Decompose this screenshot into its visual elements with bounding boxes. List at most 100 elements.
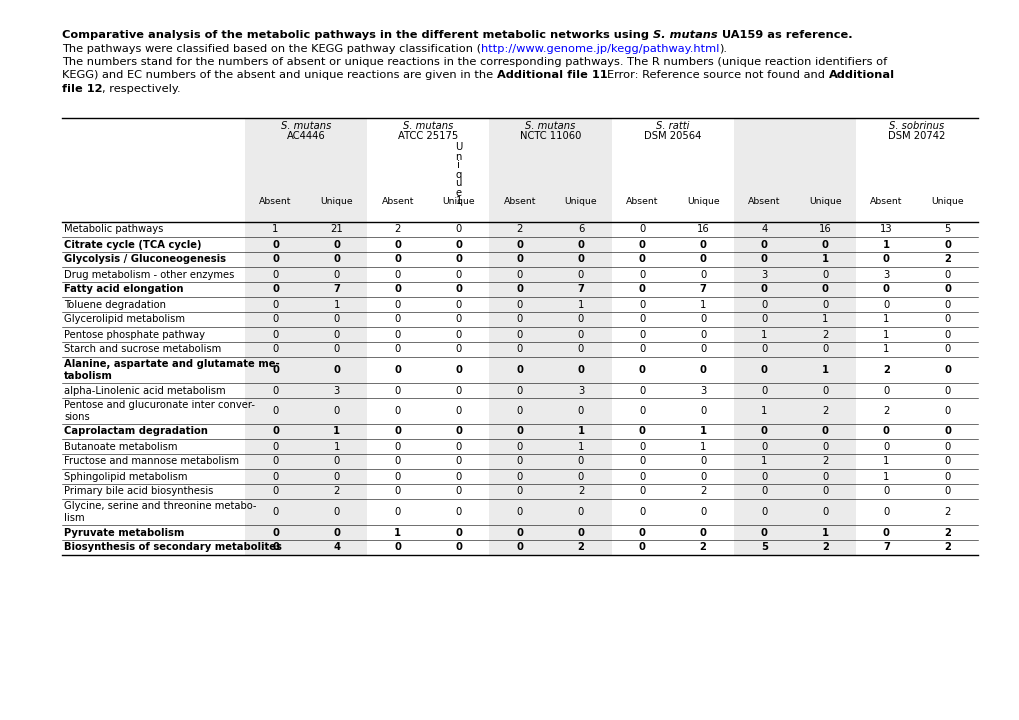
Text: 0: 0 (454, 365, 462, 375)
Text: 0: 0 (454, 284, 462, 294)
Text: 0: 0 (517, 487, 523, 497)
Text: 0: 0 (699, 365, 706, 375)
Text: 2: 2 (944, 507, 950, 517)
Text: 0: 0 (638, 300, 645, 310)
Text: 0: 0 (944, 365, 950, 375)
Text: 0: 0 (821, 240, 827, 250)
Text: S. sobrinus: S. sobrinus (889, 121, 944, 131)
Text: Toluene degradation: Toluene degradation (64, 300, 166, 310)
Text: Fructose and mannose metabolism: Fructose and mannose metabolism (64, 456, 238, 467)
Text: 16: 16 (696, 225, 709, 235)
Text: Butanoate metabolism: Butanoate metabolism (64, 441, 177, 451)
Text: Error: Reference source not found and: Error: Reference source not found and (606, 71, 828, 81)
Text: 0: 0 (699, 528, 706, 538)
Text: 0: 0 (272, 472, 278, 482)
Text: 0: 0 (882, 385, 889, 395)
Text: Unique: Unique (442, 197, 475, 205)
Text: 0: 0 (944, 385, 950, 395)
Text: DSM 20564: DSM 20564 (643, 131, 701, 141)
Bar (489, 118, 550, 555)
Text: tabolism: tabolism (64, 371, 113, 381)
Text: 0: 0 (578, 269, 584, 279)
Text: S. ratti: S. ratti (655, 121, 689, 131)
Text: 0: 0 (333, 365, 339, 375)
Text: Absent: Absent (503, 197, 536, 205)
Text: 0: 0 (821, 507, 827, 517)
Text: 3: 3 (882, 269, 889, 279)
Text: Glycine, serine and threonine metabo-: Glycine, serine and threonine metabo- (64, 501, 256, 511)
Text: 0: 0 (394, 406, 400, 416)
Text: 3: 3 (760, 269, 766, 279)
Text: 1: 1 (821, 365, 828, 375)
Text: AC4446: AC4446 (286, 131, 325, 141)
Text: 3: 3 (699, 385, 705, 395)
Text: 1: 1 (393, 528, 400, 538)
Text: 0: 0 (394, 542, 400, 552)
Text: 0: 0 (638, 542, 645, 552)
Text: Pentose and glucuronate inter conver-: Pentose and glucuronate inter conver- (64, 400, 255, 410)
Text: alpha-Linolenic acid metabolism: alpha-Linolenic acid metabolism (64, 385, 225, 395)
Text: Pyruvate metabolism: Pyruvate metabolism (64, 528, 184, 538)
Text: Starch and sucrose metabolism: Starch and sucrose metabolism (64, 344, 221, 354)
Text: 0: 0 (455, 225, 462, 235)
Text: 0: 0 (272, 528, 279, 538)
Text: 0: 0 (638, 365, 645, 375)
Text: 2: 2 (699, 542, 706, 552)
Text: Additional: Additional (828, 71, 895, 81)
Text: 0: 0 (333, 344, 339, 354)
Text: 0: 0 (455, 300, 462, 310)
Text: 0: 0 (944, 269, 950, 279)
Text: 0: 0 (944, 240, 950, 250)
Text: 0: 0 (517, 344, 523, 354)
Text: 1: 1 (760, 456, 766, 467)
Text: e: e (455, 187, 462, 197)
Text: 1: 1 (882, 315, 889, 325)
Text: 2: 2 (882, 406, 889, 416)
Text: 0: 0 (577, 240, 584, 250)
Text: S. mutans: S. mutans (525, 121, 575, 131)
Text: 0: 0 (272, 542, 279, 552)
Text: 0: 0 (944, 315, 950, 325)
Text: 0: 0 (394, 365, 400, 375)
Text: 5: 5 (944, 225, 950, 235)
Text: 1: 1 (699, 441, 705, 451)
Text: 0: 0 (455, 315, 462, 325)
Text: DSM 20742: DSM 20742 (888, 131, 945, 141)
Text: i: i (457, 161, 460, 171)
Text: 2: 2 (394, 225, 400, 235)
Text: 1: 1 (333, 426, 340, 436)
Text: Unique: Unique (320, 197, 353, 205)
Text: 0: 0 (882, 426, 889, 436)
Text: 0: 0 (333, 406, 339, 416)
Text: KEGG) and EC numbers of the absent and unique reactions are given in the: KEGG) and EC numbers of the absent and u… (62, 71, 496, 81)
Text: 2: 2 (333, 487, 339, 497)
Bar (306, 118, 367, 555)
Text: Unique: Unique (930, 197, 963, 205)
Text: u: u (455, 179, 462, 189)
Text: 0: 0 (944, 284, 950, 294)
Text: 0: 0 (333, 456, 339, 467)
Text: 0: 0 (272, 344, 278, 354)
Text: 0: 0 (333, 269, 339, 279)
Text: Unique: Unique (808, 197, 841, 205)
Text: file 12: file 12 (62, 84, 102, 94)
Text: 2: 2 (821, 542, 827, 552)
Text: 0: 0 (394, 472, 400, 482)
Text: 0: 0 (272, 240, 279, 250)
Text: 1: 1 (882, 344, 889, 354)
Text: 0: 0 (333, 507, 339, 517)
Text: 0: 0 (699, 254, 706, 264)
Text: 0: 0 (333, 240, 339, 250)
Text: 1: 1 (882, 472, 889, 482)
Text: , respectively.: , respectively. (102, 84, 181, 94)
Text: 0: 0 (272, 441, 278, 451)
Text: 0: 0 (272, 254, 279, 264)
Text: 2: 2 (699, 487, 705, 497)
Text: n: n (455, 151, 462, 161)
Text: 0: 0 (699, 330, 705, 340)
Text: ATCC 25175: ATCC 25175 (397, 131, 458, 141)
Text: 0: 0 (272, 315, 278, 325)
Text: 0: 0 (638, 344, 645, 354)
Text: 0: 0 (394, 441, 400, 451)
Text: 0: 0 (699, 507, 705, 517)
